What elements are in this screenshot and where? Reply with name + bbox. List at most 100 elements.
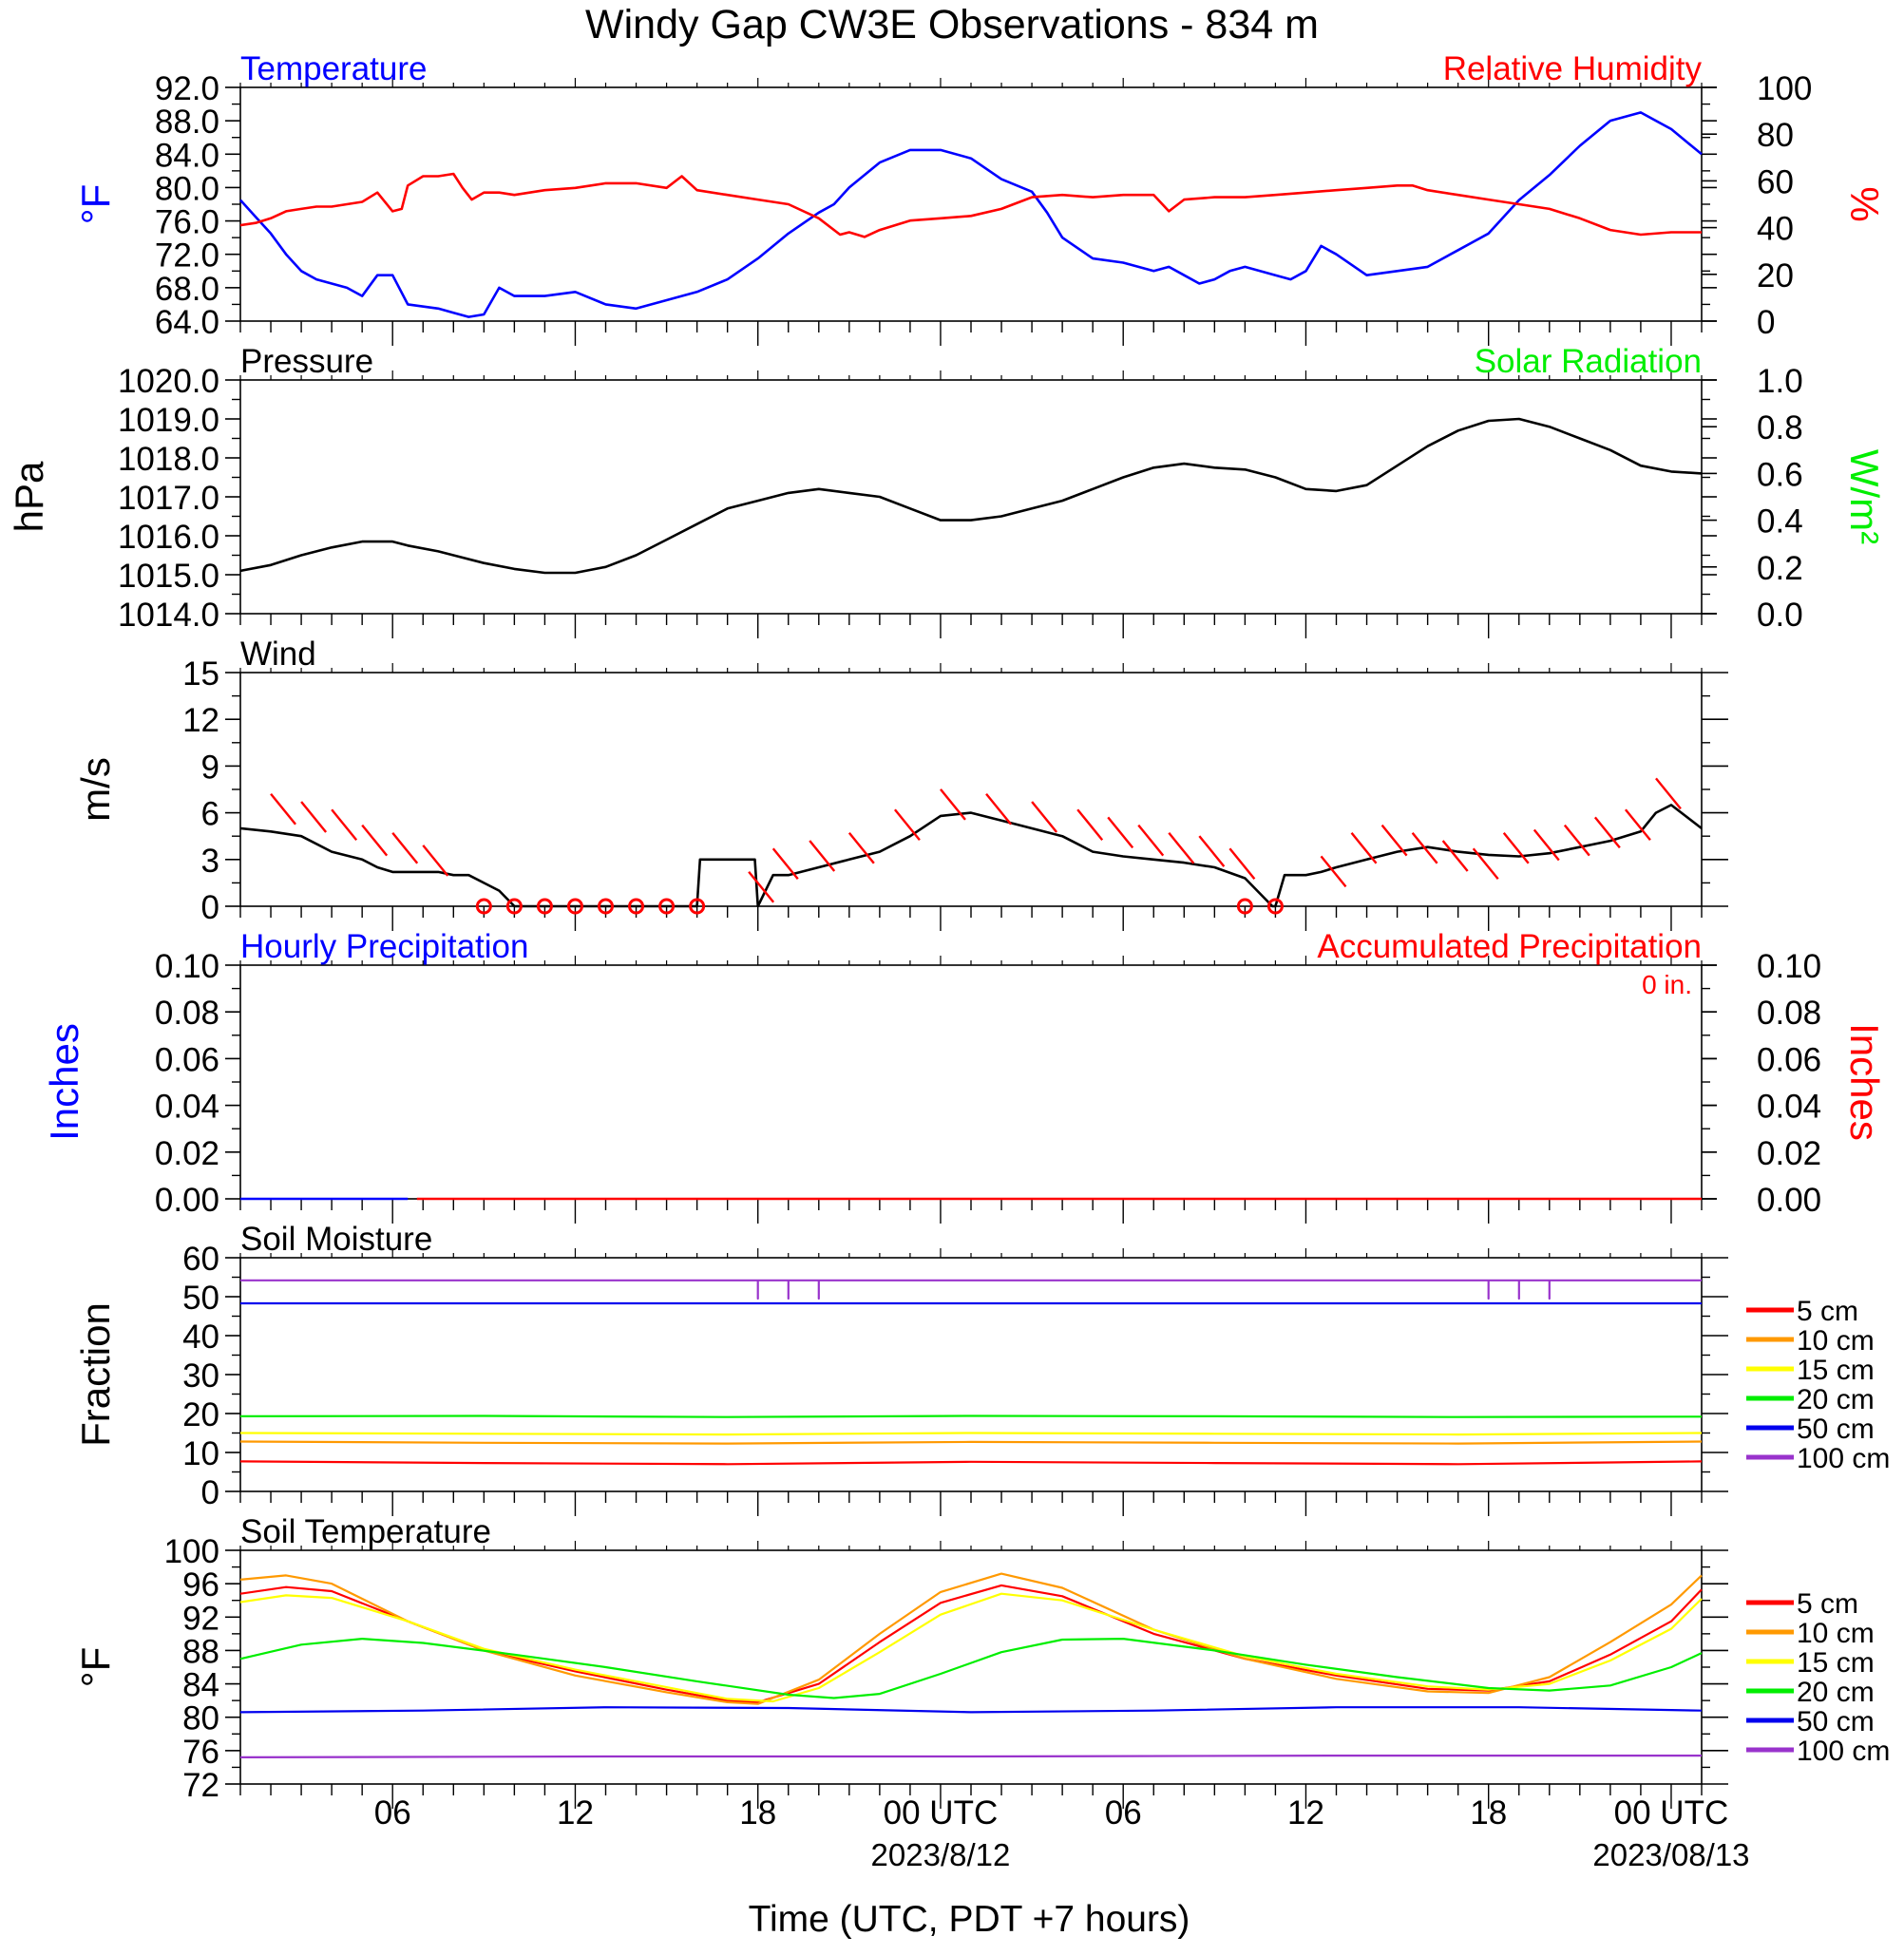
calm-wind-marker — [1266, 898, 1284, 915]
y-right-tick-label: 20 — [1757, 257, 1794, 294]
series-soil_temperature-20cm — [239, 1637, 1703, 1699]
plot-frame — [239, 1257, 1703, 1492]
y-tick-label: 0.02 — [155, 1135, 219, 1172]
y-tick-label: 1017.0 — [118, 480, 219, 517]
wind-barb — [1624, 808, 1651, 841]
wind-barb — [1441, 840, 1469, 872]
series-pressure-0 — [239, 417, 1703, 575]
y-tick-label: 88.0 — [155, 104, 219, 141]
y-tick-label: 0.06 — [155, 1041, 219, 1078]
y-axis-label: Fraction — [73, 1302, 118, 1447]
series-soil_temperature-50cm — [239, 1706, 1703, 1714]
time-axis: 06 12 18 00 UTC 06 12 18 00 UTC 2023/8/12 2023/08… — [374, 1794, 1750, 1872]
wind-barb — [809, 840, 836, 872]
y-right-axis-label: Inches — [1842, 1023, 1887, 1141]
panel-left-title: Hourly Precipitation — [240, 928, 528, 965]
y-tick-label: 84.0 — [155, 137, 219, 174]
y-tick-label: 9 — [201, 749, 219, 786]
y-tick-label: 0.04 — [155, 1089, 219, 1126]
plot-frame — [239, 379, 1703, 615]
legend-label: 15 cm — [1797, 1355, 1875, 1386]
y-tick-label: 64.0 — [155, 304, 219, 341]
legend-label: 50 cm — [1797, 1414, 1875, 1445]
calm-wind-marker — [566, 898, 583, 915]
panel-precip: 0.10 0.08 0.06 0.04 0.02 0.00 0.10 0.08 0.06 0.04… — [42, 928, 1887, 1224]
series-temperature-0 — [239, 111, 1703, 318]
y-tick-label: 12 — [182, 702, 219, 739]
wind-barb — [1228, 847, 1256, 880]
wind-barb — [391, 832, 419, 864]
y-tick-label: 68.0 — [155, 271, 219, 308]
y-tick-label: 92.0 — [155, 70, 219, 107]
y-tick-label: 0.00 — [155, 1182, 219, 1219]
panel-left-title: Soil Temperature — [240, 1513, 491, 1550]
wind-barb — [422, 845, 449, 877]
x-tick-label: 00 UTC — [1614, 1794, 1729, 1832]
y-tick-label: 76.0 — [155, 204, 219, 241]
series-soil_moisture-10cm — [239, 1440, 1703, 1445]
wind-barb — [940, 788, 966, 821]
series-soil_temperature-15cm — [239, 1592, 1703, 1703]
y-tick-label: 6 — [201, 796, 219, 833]
y-tick-label: 1015.0 — [118, 558, 219, 595]
y-right-tick-label: 0.6 — [1757, 456, 1803, 493]
y-tick-label: 0.08 — [155, 995, 219, 1032]
wind-barb — [1593, 816, 1621, 849]
wind-barb — [1502, 832, 1530, 864]
y-axis-label: °F — [73, 1647, 118, 1687]
y-tick-label: 80.0 — [155, 170, 219, 207]
series-wind-0 — [239, 804, 1703, 908]
y-right-tick-label: 0.0 — [1757, 597, 1803, 634]
y-tick-label: 1019.0 — [118, 402, 219, 439]
x-axis-label: Time (UTC, PDT +7 hours) — [749, 1899, 1190, 1940]
legend-label: 100 cm — [1797, 1736, 1890, 1767]
y-right-tick-label: 0.08 — [1757, 995, 1821, 1032]
wind-barb — [748, 871, 775, 903]
y-right-tick-label: 0.10 — [1757, 948, 1821, 985]
y-tick-label: 0 — [201, 889, 219, 926]
y-tick-label: 0.10 — [155, 948, 219, 985]
wind-barb — [1107, 816, 1134, 849]
x-tick-label: 18 — [739, 1794, 776, 1832]
plot-frame — [239, 964, 1703, 1200]
series-temperature-1 — [239, 172, 1702, 238]
legend-label: 5 cm — [1797, 1296, 1858, 1327]
series-soil_temperature-5cm — [239, 1584, 1703, 1704]
series-soil_temperature-100cm — [239, 1754, 1702, 1759]
y-right-tick-label: 0.04 — [1757, 1089, 1821, 1126]
wind-barb — [1655, 777, 1682, 810]
panel-right-title: Accumulated Precipitation — [1317, 928, 1702, 965]
y-right-tick-label: 80 — [1757, 117, 1794, 154]
y-axis-label: hPa — [7, 461, 51, 532]
y-tick-label: 92 — [182, 1600, 219, 1637]
y-tick-label: 0 — [201, 1474, 219, 1511]
y-right-tick-label: 40 — [1757, 211, 1794, 248]
calm-wind-marker — [689, 898, 706, 915]
calm-wind-marker — [658, 898, 676, 915]
x-tick-label: 18 — [1470, 1794, 1507, 1832]
legend-label: 10 cm — [1797, 1325, 1875, 1357]
y-right-tick-label: 0.4 — [1757, 503, 1803, 541]
wind-barb — [847, 832, 875, 864]
y-tick-label: 10 — [182, 1435, 219, 1472]
y-right-tick-label: 0.00 — [1757, 1182, 1821, 1219]
panel-right-title: Relative Humidity — [1443, 50, 1703, 87]
y-right-tick-label: 100 — [1757, 70, 1812, 107]
y-axis-label: Inches — [42, 1023, 86, 1141]
plot-frame — [239, 672, 1703, 907]
y-right-tick-label: 0.02 — [1757, 1135, 1821, 1172]
plot-frame — [239, 86, 1703, 322]
y-axis-label: °F — [73, 184, 118, 224]
x-tick-label: 12 — [557, 1794, 594, 1832]
y-right-tick-label: 1.0 — [1757, 363, 1803, 400]
y-tick-label: 1014.0 — [118, 597, 219, 634]
legend-label: 100 cm — [1797, 1443, 1890, 1474]
panel-left-title: Temperature — [240, 50, 427, 87]
x-tick-label: 06 — [1105, 1794, 1142, 1832]
y-tick-label: 88 — [182, 1633, 219, 1670]
wind-barb — [1076, 808, 1104, 841]
wind-barb — [331, 808, 358, 841]
